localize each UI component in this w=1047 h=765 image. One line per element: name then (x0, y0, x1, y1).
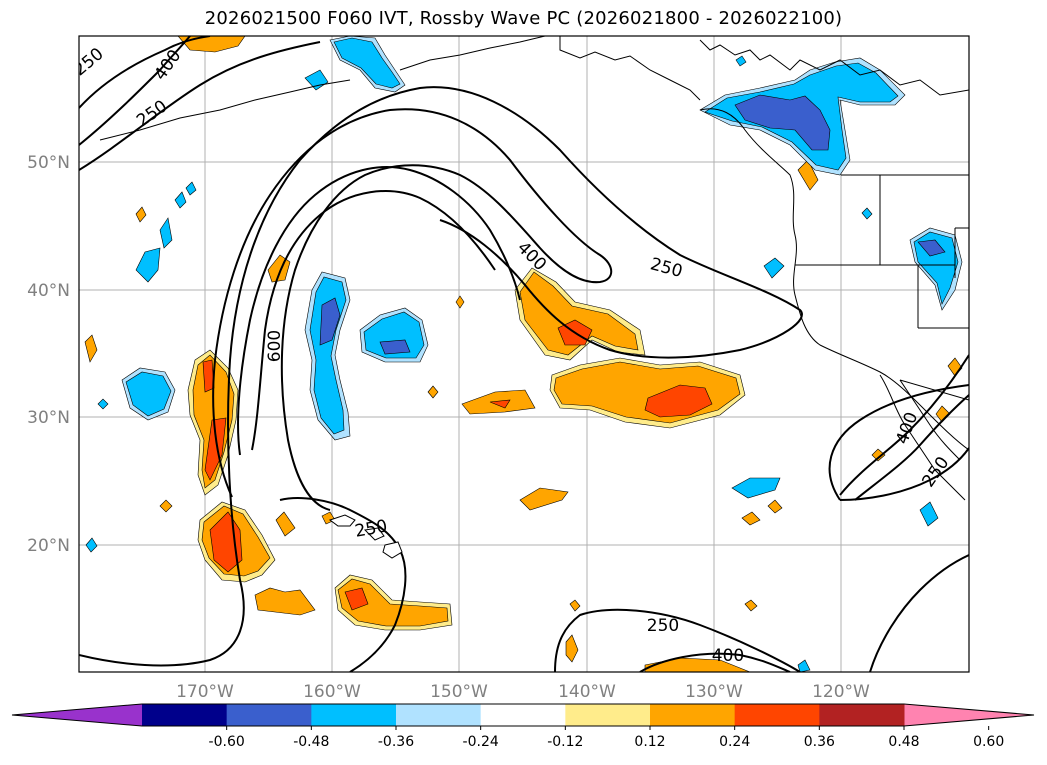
lon-label: 170°W (176, 682, 234, 702)
colorbar-segment (650, 704, 736, 726)
lon-label: 150°W (430, 682, 488, 702)
colorbar-segment (226, 704, 312, 726)
lon-label: 140°W (558, 682, 616, 702)
colorbar-tick-label: 0.60 (973, 734, 1004, 750)
colorbar-tick-label: 0.24 (719, 734, 750, 750)
colorbar-tick-label: 0.48 (888, 734, 919, 750)
lon-label: 160°W (303, 682, 361, 702)
colorbar-outline (11, 703, 1035, 727)
colorbar-segment (311, 704, 397, 726)
colorbar-tick-label: 0.36 (804, 734, 835, 750)
colorbar-segment (480, 704, 566, 726)
lon-label: 120°W (812, 682, 870, 702)
contour-label: 250 (647, 616, 679, 636)
lat-label: 50°N (27, 153, 70, 173)
colorbar-tick-label: -0.48 (293, 734, 329, 750)
colorbar-tick-label: 0.12 (634, 734, 665, 750)
negative-anomaly-shading (85, 36, 963, 672)
colorbar-tick-label: -0.24 (463, 734, 499, 750)
colorbar-tick-label: -0.60 (209, 734, 245, 750)
colorbar: -0.60 -0.48 -0.36 -0.24 -0.12 0.12 0.24 0.36 0.4… (11, 703, 1035, 750)
latitude-labels: 50°N 40°N 30°N 20°N (27, 153, 70, 556)
ivt-contours (79, 36, 969, 672)
colorbar-segment (396, 704, 482, 726)
lat-label: 40°N (27, 281, 70, 301)
colorbar-extend-max (904, 704, 1034, 726)
contour-label: 600 (265, 330, 285, 362)
colorbar-segment (819, 704, 905, 726)
lon-label: 130°W (685, 682, 743, 702)
colorbar-tick-label: -0.36 (378, 734, 414, 750)
colorbar-segment (142, 704, 228, 726)
lat-label: 20°N (27, 536, 70, 556)
colorbar-extend-min (12, 704, 142, 726)
lat-label: 30°N (27, 408, 70, 428)
positive-anomaly-shading (84, 36, 963, 672)
political-borders (795, 174, 969, 401)
map-title: 2026021500 F060 IVT, Rossby Wave PC (202… (204, 8, 843, 29)
colorbar-segment (565, 704, 651, 726)
map-frame (78, 35, 970, 673)
longitude-labels: 170°W 160°W 150°W 140°W 130°W 120°W (176, 682, 870, 702)
colorbar-segment (734, 704, 820, 726)
coastlines (99, 36, 969, 559)
colorbar-tick-label: -0.12 (547, 734, 583, 750)
contour-label: 400 (712, 646, 744, 666)
